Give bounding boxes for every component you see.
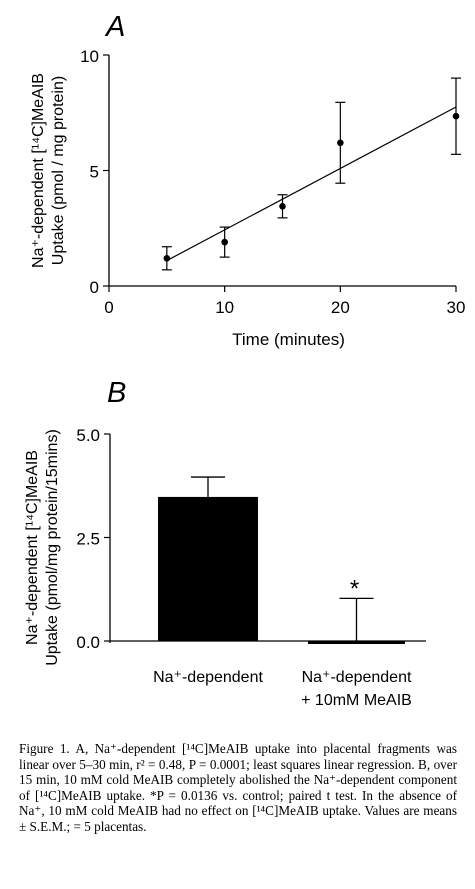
panel-a-x-axis-label: Time (minutes) [232, 330, 345, 349]
panel-a-y-tick-label: 10 [80, 47, 99, 66]
panel-a-data-point [163, 254, 171, 262]
figure-canvas: A 0 5 10 0 10 20 30 Time (minutes) Na⁺-dependent … [24, 11, 466, 709]
panel-a-x-tick-label: 0 [104, 298, 113, 317]
figure-caption: Figure 1. A, Na⁺-dependent [¹⁴C]MeAIB up… [19, 741, 457, 835]
panel-a-data-point [452, 112, 460, 120]
caption-label: Figure 1. [19, 741, 70, 756]
panel-b-y-axis-label: Na⁺-dependent [¹⁴C]MeAIB [24, 450, 41, 645]
panel-a-data-point [221, 238, 228, 246]
panel-a-x-tick-label: 30 [447, 298, 466, 317]
panel-a-x-tick-label: 10 [215, 298, 234, 317]
panel-a-y-axis-label: Na⁺-dependent [¹⁴C]MeAIB [30, 73, 47, 268]
panel-b-y-axis-label: Uptake (pmol/mg protein/15mins) [44, 429, 61, 666]
panel-b-bar [308, 641, 405, 644]
panel-a-y-axis-label: Uptake (pmol / mg protein) [50, 76, 67, 265]
panel-a-y-tick-label: 5 [90, 163, 99, 182]
panel-b-significance-marker: * [350, 575, 359, 602]
panel-b-y-tick-label: 2.5 [76, 530, 100, 549]
panel-b-category-label: + 10mM MeAIB [301, 692, 412, 709]
panel-a-x-tick-label: 20 [331, 298, 350, 317]
panel-a-data-point [279, 203, 286, 210]
panel-b-y-tick-label: 0.0 [76, 633, 100, 652]
panel-a-y-tick-label: 0 [90, 278, 99, 297]
panel-b-bar [158, 496, 258, 641]
panel-a-data-point [337, 139, 344, 147]
panel-b-letter: B [107, 377, 126, 409]
panel-a-letter: A [104, 11, 125, 43]
panel-a-regression-line [166, 106, 457, 262]
caption-text: A, Na⁺-dependent [¹⁴C]MeAIB uptake into … [19, 741, 457, 834]
panel-b-category-label: Na⁺-dependent [153, 669, 263, 686]
panel-b-category-label: Na⁺-dependent [302, 669, 412, 686]
panel-b-y-tick-label: 5.0 [76, 426, 100, 445]
